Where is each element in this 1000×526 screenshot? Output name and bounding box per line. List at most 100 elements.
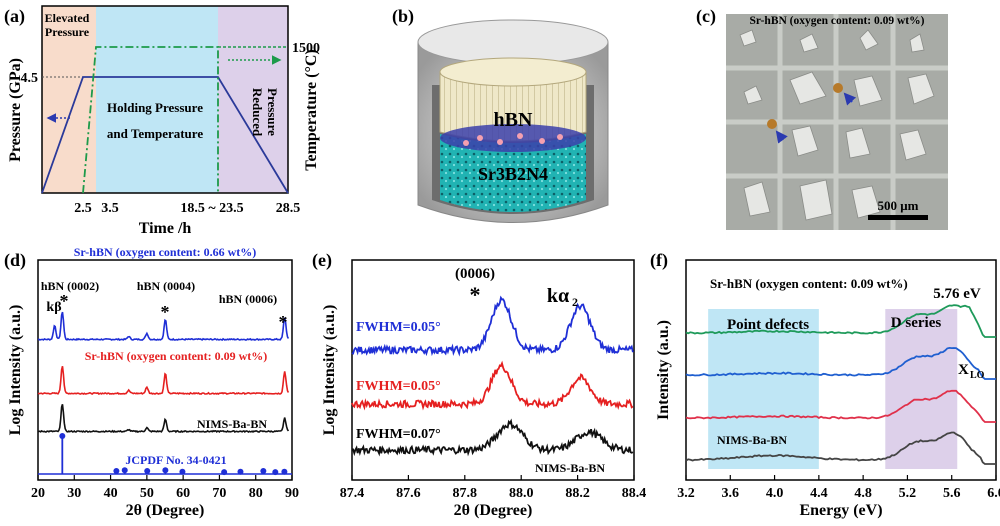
sample-e: NIMS-Ba-BN <box>535 461 605 475</box>
y-label-d: Log Intensity (a.u.) <box>7 305 24 436</box>
x-d-tick-label: 20 <box>31 486 45 501</box>
panel-label-e: (e) <box>312 250 332 271</box>
reference-dot <box>237 468 244 475</box>
region-text-holding-1: Holding Pressure <box>107 100 203 115</box>
reference-dot <box>281 468 288 475</box>
series-e-0 <box>351 295 634 357</box>
x-e-tick-label: 87.6 <box>396 486 421 501</box>
star-d-2: * <box>161 302 170 322</box>
panel-c: (c) 500 μm Sr-hBN (oxygen content: 0.09 … <box>696 6 948 230</box>
x-f-tick-label: 4.4 <box>810 486 828 501</box>
panel-d: (d) 20 30 40 50 60 70 80 90 Sr-hBN (oxygen cont… <box>4 245 299 519</box>
y-label-e: Log Intensity (a.u.) <box>321 305 338 436</box>
reference-dot <box>260 467 267 474</box>
x-e-tick-label: 88.4 <box>622 486 647 501</box>
x-d-tick-label: 60 <box>176 486 190 501</box>
legend-d-1: Sr-hBN (oxygen content: 0.09 wt%) <box>85 349 268 363</box>
x-label-e: 2θ (Degree) <box>454 502 533 519</box>
scale-bar-label: 500 μm <box>878 198 919 213</box>
series-d-1 <box>37 366 290 395</box>
x-f-tick-label: 3.6 <box>722 486 740 501</box>
reference-dot <box>121 467 128 474</box>
micrograph-grid <box>726 14 948 230</box>
fwhm-2: FWHM=0.07° <box>356 427 441 442</box>
panel-label-c: (c) <box>696 6 716 27</box>
x-label-d: 2θ (Degree) <box>126 502 205 519</box>
pressure-line <box>41 76 289 194</box>
panel-label-f: (f) <box>650 250 668 271</box>
plot-frame-f <box>685 259 997 481</box>
star-d-3: * <box>279 312 288 332</box>
x-tick-a-2: 18.5 ~ 23.5 <box>180 201 243 216</box>
x-e-tick-label: 88.0 <box>509 486 534 501</box>
x-d-tick-label: 80 <box>249 486 263 501</box>
x-f-tick-label: 5.6 <box>943 486 961 501</box>
reference-dot <box>113 467 120 474</box>
series-f-2 <box>685 389 996 423</box>
band-label-1: D series <box>891 315 942 331</box>
reference-dot <box>221 469 228 476</box>
panel-b: (b) hBN Sr3B2N4 <box>392 6 609 223</box>
band-1 <box>885 309 958 469</box>
series-f-3 <box>685 431 996 465</box>
annot-576: 5.76 eV <box>933 286 981 302</box>
x-tick-a-3: 28.5 <box>276 201 301 216</box>
x-e-tick-label: 87.8 <box>453 486 478 501</box>
panel-e: (e) 87.4 87.6 87.8 88.0 88.2 88.4 (0006) * kα… <box>312 250 646 519</box>
annot-xlo: X <box>958 362 969 378</box>
annot-hbn-0004: hBN (0004) <box>137 279 195 293</box>
x-d-tick-label: 70 <box>212 486 226 501</box>
region-reduced <box>218 6 288 193</box>
panel-a: (a) Elevated Pressure Holding Pressure a… <box>4 5 320 237</box>
y-label-a: Pressure (GPa) <box>7 58 24 162</box>
x-d-tick-label: 90 <box>285 486 299 501</box>
region-holding <box>96 6 218 193</box>
legend-d-2: NIMS-Ba-BN <box>197 417 267 431</box>
region-text-holding-2: and Temperature <box>107 126 203 141</box>
x-f-tick-label: 5.2 <box>899 486 917 501</box>
plot-frame-a <box>41 5 289 194</box>
panel-label-a: (a) <box>4 6 25 27</box>
fwhm-0: FWHM=0.05° <box>356 320 441 335</box>
region-elevated <box>42 6 96 193</box>
reference-dot <box>59 433 66 439</box>
series-e-1 <box>351 360 634 411</box>
region-text-reduced-1: Reduced <box>250 88 265 137</box>
x-label-a: Time /h <box>139 220 192 237</box>
panel-f: (f) 3.2 3.6 4.0 4.4 4.8 5.2 5.6 6.0 Sr-hBN (oxy… <box>650 250 1000 519</box>
y-tick-a: 4.5 <box>21 71 39 86</box>
reference-dot <box>179 468 186 475</box>
fwhm-1: FWHM=0.05° <box>356 379 441 394</box>
reference-dot <box>162 467 169 474</box>
sr3b2n4-layer <box>440 134 586 212</box>
y2-label-a: Temperature (°C) <box>303 49 320 170</box>
panel-label-b: (b) <box>392 6 414 27</box>
annot-0006: (0006) <box>455 266 495 282</box>
annot-kbeta: kβ <box>46 300 61 315</box>
x-tick-a-0: 2.5 <box>74 201 92 216</box>
title-f: Sr-hBN (oxygen content: 0.09 wt%) <box>710 276 908 291</box>
plot-frame-d <box>37 259 293 481</box>
x-d-tick-label: 40 <box>104 486 118 501</box>
region-text-elevated-1: Elevated <box>45 11 90 25</box>
reference-dot <box>144 467 151 474</box>
series-e-2 <box>351 418 634 457</box>
x-f-tick-label: 4.0 <box>766 486 784 501</box>
annot-kalpha2: kα <box>547 285 569 307</box>
x-f-tick-label: 4.8 <box>854 486 872 501</box>
x-e-tick-label: 87.4 <box>340 486 365 501</box>
y-label-f: Intensity (a.u.) <box>655 320 672 420</box>
annot-hbn-0006: hBN (0006) <box>219 292 277 306</box>
plot-frame-e <box>351 259 635 481</box>
x-e-tick-label: 88.2 <box>565 486 590 501</box>
series-f-0 <box>685 304 996 338</box>
region-text-reduced-2: Pressure <box>265 88 280 136</box>
x-d-tick-label: 50 <box>140 486 154 501</box>
series-d-2 <box>37 404 290 434</box>
series-d-0 <box>37 311 290 342</box>
label-hbn: hBN <box>494 109 533 131</box>
x-f-tick-label: 3.2 <box>677 486 695 501</box>
title-c: Sr-hBN (oxygen content: 0.09 wt%) <box>750 15 925 27</box>
reference-dot <box>272 469 279 476</box>
